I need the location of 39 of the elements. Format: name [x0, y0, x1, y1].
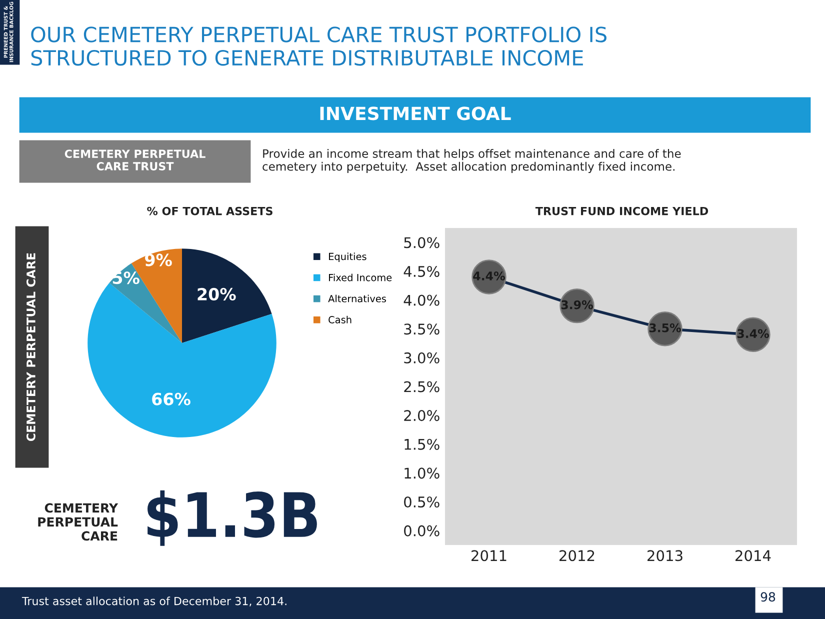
- text: CEMETERY PERPETUAL CARE TRUST: [64, 150, 206, 170]
- y-tick-label: 5.0%: [404, 237, 440, 248]
- legend-label: Equities: [329, 252, 366, 262]
- y-tick-label: 4.5%: [404, 266, 440, 277]
- x-tick-label: 2011: [472, 550, 506, 562]
- data-label: 20%: [198, 288, 236, 300]
- y-tick-label: 2.0%: [404, 410, 440, 422]
- data-label: 4.4%: [473, 271, 505, 280]
- text: INVESTMENT GOAL: [320, 106, 511, 120]
- chart-title: % OF TOTAL ASSETS: [147, 206, 272, 216]
- y-tick-label: 4.0%: [404, 294, 440, 306]
- pie-slice: [88, 282, 276, 438]
- text: 98: [760, 592, 776, 602]
- text: CEMETERY PERPETUAL CARE: [38, 503, 118, 541]
- y-tick-label: 2.5%: [404, 381, 440, 392]
- data-label: 3.4%: [737, 329, 769, 338]
- y-tick-label: 3.5%: [404, 324, 440, 335]
- legend-label: Alternatives: [328, 294, 386, 302]
- text: OUR CEMETERY PERPETUAL CARE TRUST PORTFOLIO IS STRUCTURED TO GENERATE DISTRIBUTABLE INCOME: [31, 26, 606, 66]
- text: $1.3B: [148, 490, 317, 546]
- y-tick-label: 1.5%: [404, 438, 440, 450]
- x-tick-label: 2013: [648, 550, 682, 562]
- y-tick-label: 0.5%: [404, 496, 440, 508]
- chart-title: TRUST FUND INCOME YIELD: [535, 206, 708, 216]
- x-tick-label: 2014: [736, 550, 771, 562]
- x-tick-label: 2012: [560, 550, 594, 562]
- data-label: 9%: [145, 254, 172, 266]
- data-label: 3.9%: [561, 300, 593, 310]
- y-tick-label: 1.0%: [404, 468, 440, 479]
- legend-label: Fixed Income: [329, 274, 392, 282]
- data-label: 66%: [152, 392, 190, 406]
- y-tick-label: 3.0%: [404, 352, 440, 364]
- text: CEMETERY PERPETUAL CARE: [26, 253, 36, 442]
- y-tick-label: 0.0%: [404, 525, 440, 536]
- data-label: 3.5%: [649, 323, 681, 332]
- legend-label: Cash: [328, 316, 352, 324]
- text: Provide an income stream that helps offset maintenance and care of the cemetery into perpetuity. Asset allocation predominantly fixed income.: [262, 148, 681, 174]
- text: Trust asset allocation as of December 31, 2014.: [22, 596, 286, 606]
- pie-slice: [182, 248, 272, 343]
